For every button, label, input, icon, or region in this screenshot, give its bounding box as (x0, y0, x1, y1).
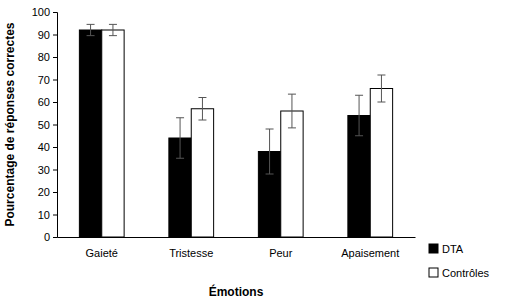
tick-label: 90 (38, 29, 50, 41)
tick: Apaisement (341, 237, 399, 259)
tick-mark (53, 170, 57, 171)
tick-label: 80 (38, 51, 50, 63)
tick: 50 (38, 119, 57, 131)
error-bar-line (266, 174, 274, 175)
axis-line (53, 13, 58, 238)
legend-item: Contrôles (429, 267, 490, 279)
x-axis: Gaieté Tristesse Peur Apaisement (58, 237, 416, 259)
error-bar (109, 24, 117, 35)
tick-label: 100 (32, 6, 50, 18)
tick-label: Apaisement (341, 247, 399, 259)
tick-label: 0 (44, 231, 50, 243)
error-bar-line (202, 98, 203, 121)
error-bar (377, 75, 385, 102)
error-bar-line (87, 35, 95, 36)
tick: 40 (38, 141, 57, 153)
tick-label: 50 (38, 119, 50, 131)
tick-label: 30 (38, 164, 50, 176)
error-bar-line (269, 129, 270, 174)
tick-label: 40 (38, 141, 50, 153)
error-bar (176, 118, 184, 159)
error-bar-line (355, 95, 363, 96)
legend-item: DTA (429, 243, 464, 255)
error-bar-line (198, 97, 206, 98)
tick-label: 10 (38, 209, 50, 221)
tick: 80 (38, 51, 57, 63)
y-axis-title: Pourcentage de réponses correctes (3, 22, 17, 226)
tick: 90 (38, 29, 57, 41)
tick-mark (53, 237, 57, 238)
error-bar-line (90, 24, 91, 35)
error-bar-line (87, 24, 95, 25)
tick: Peur (269, 237, 293, 259)
bar (79, 30, 101, 237)
tick-mark (53, 147, 57, 148)
y-axis: 0 10 20 30 40 50 60 70 80 90 100 (32, 6, 58, 243)
tick-mark (53, 80, 57, 81)
tick-mark (53, 102, 57, 103)
error-bar-line (176, 158, 184, 159)
tick-mark (53, 125, 57, 126)
x-axis-title: Émotions (209, 284, 264, 299)
error-bar (355, 95, 363, 136)
tick-mark (53, 57, 57, 58)
chart: 0 10 20 30 40 50 60 70 80 90 100 Gaieté Tristesse Peu… (0, 0, 509, 304)
error-bar (288, 94, 296, 128)
series (102, 24, 393, 237)
tick-label: 60 (38, 96, 50, 108)
tick: 20 (38, 186, 57, 198)
tick: 70 (38, 74, 57, 86)
error-bar-line (109, 35, 117, 36)
tick: 10 (38, 209, 57, 221)
error-bar-line (291, 94, 292, 128)
error-bar-line (176, 117, 184, 118)
tick: 0 (44, 231, 57, 243)
tick-mark (53, 215, 57, 216)
error-bar-line (377, 75, 385, 76)
bar (102, 30, 124, 237)
plot: 0 10 20 30 40 50 60 70 80 90 100 Gaieté Tristesse Peu… (32, 6, 416, 259)
tick-label: 70 (38, 74, 50, 86)
error-bar-line (355, 135, 363, 136)
error-bar-line (198, 120, 206, 121)
error-bar-line (266, 129, 274, 130)
error-bar-line (288, 94, 296, 95)
tick-mark (53, 35, 57, 36)
error-bar-line (381, 75, 382, 102)
tick-label: Tristesse (169, 247, 213, 259)
legend-label: Contrôles (442, 267, 490, 279)
error-bar-line (112, 24, 113, 35)
bar (370, 89, 392, 238)
error-bar (266, 129, 274, 174)
tick-mark (53, 192, 57, 193)
legend: DTA Contrôles (429, 243, 490, 279)
bar (281, 111, 303, 237)
tick-label: Peur (269, 247, 293, 259)
error-bar-line (377, 102, 385, 103)
tick: 100 (32, 6, 57, 18)
error-bar-line (359, 95, 360, 136)
tick: 30 (38, 164, 57, 176)
error-bar-line (109, 24, 117, 25)
legend-label: DTA (442, 243, 464, 255)
axis-line (58, 237, 416, 238)
legend-swatch (429, 268, 438, 277)
legend-swatch (429, 244, 438, 253)
tick-mark (53, 12, 57, 13)
tick-label: 20 (38, 186, 50, 198)
error-bar-line (180, 118, 181, 159)
tick: Tristesse (169, 237, 213, 259)
error-bar-line (288, 127, 296, 128)
marks (79, 24, 392, 237)
tick-label: Gaieté (86, 247, 118, 259)
error-bar (87, 24, 95, 35)
series (79, 24, 370, 237)
error-bar (198, 98, 206, 121)
tick: Gaieté (86, 237, 118, 259)
bar (191, 109, 213, 237)
tick: 60 (38, 96, 57, 108)
